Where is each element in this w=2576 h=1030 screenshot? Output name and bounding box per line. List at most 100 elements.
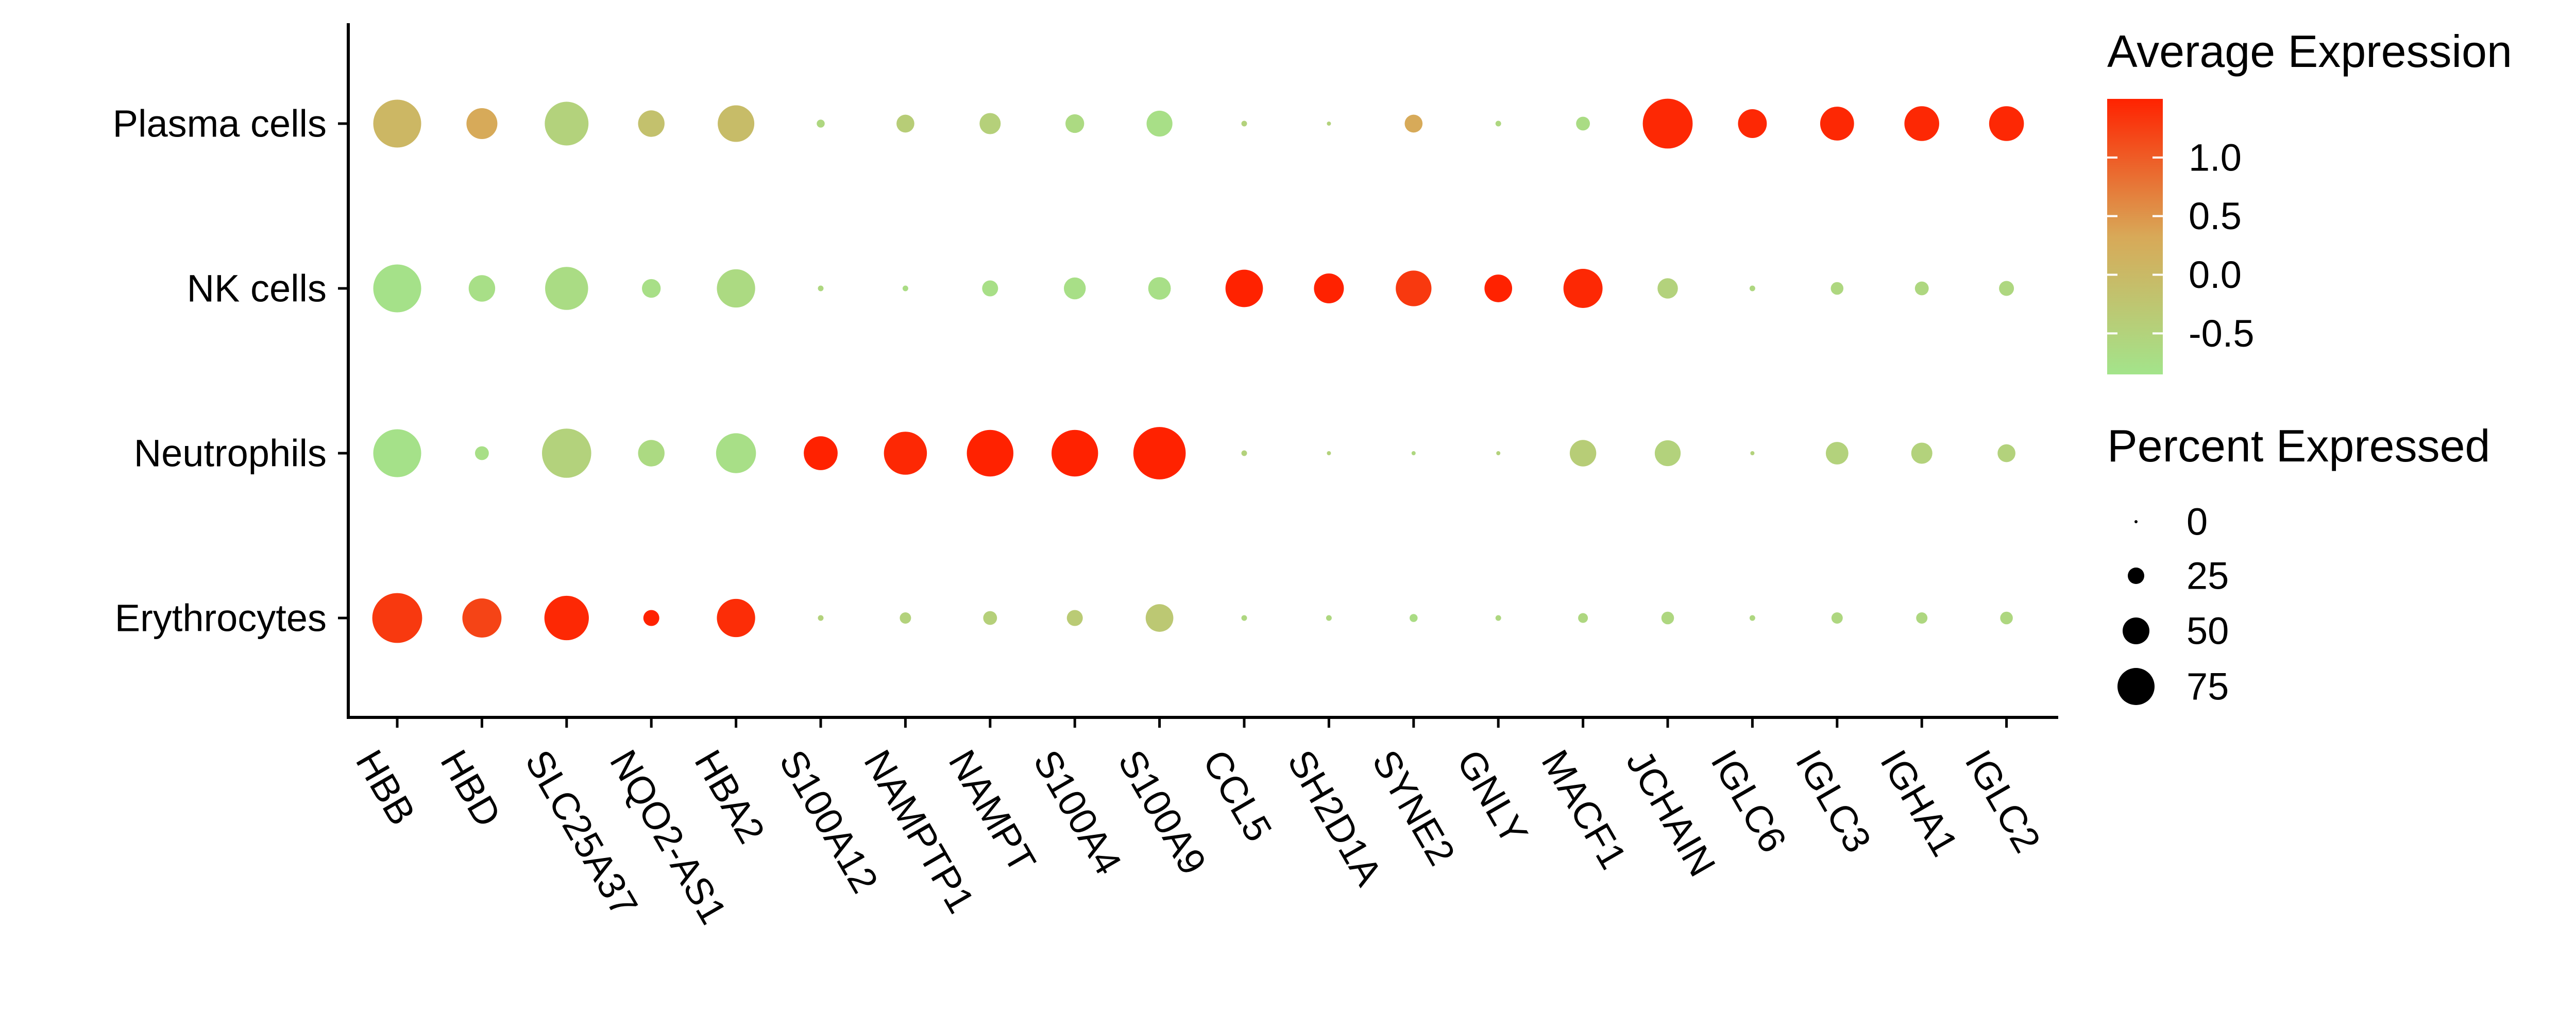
- dot-erythrocytes-iglc3: [1831, 612, 1843, 624]
- dot-plasma-cells-slc25a37: [545, 101, 589, 146]
- dot-neutrophils-hbd: [474, 446, 489, 460]
- size-legend-label: 0: [2187, 501, 2208, 543]
- dot-nk-cells-hbd: [468, 275, 496, 302]
- dot-plasma-cells-namptp1: [896, 114, 914, 133]
- dot-plasma-cells-iglc2: [1989, 106, 2024, 141]
- dot-neutrophils-s100a9: [1133, 427, 1186, 479]
- y-axis-ticks: Plasma cells NK cells Neutrophils Erythrocy…: [113, 102, 348, 640]
- dot-nk-cells-nqo2-as1: [642, 279, 661, 298]
- dot-plasma-cells-iglc3: [1820, 107, 1854, 141]
- dot-plasma-cells-nampt: [979, 113, 1001, 134]
- dot-erythrocytes-syne2: [1410, 614, 1418, 622]
- dot-erythrocytes-slc25a37: [544, 595, 589, 641]
- dot-erythrocytes-igha1: [1916, 612, 1928, 624]
- dot-plasma-cells-hbd: [466, 108, 498, 140]
- size-legend-dot: [2117, 668, 2155, 705]
- size-legend: Percent Expressed 0 25 50 75: [2107, 420, 2490, 708]
- x-tick-label-ccl5: CCL5: [1195, 743, 1280, 848]
- dot-nk-cells-s100a4: [1063, 277, 1086, 300]
- dot-nk-cells-jchain: [1657, 278, 1678, 299]
- dot-erythrocytes-sh2d1a: [1326, 615, 1332, 621]
- x-tick-label-hba2: HBA2: [686, 743, 773, 850]
- dot-plasma-cells-igha1: [1904, 106, 1939, 141]
- dot-erythrocytes-hbd: [462, 598, 502, 638]
- dot-neutrophils-macf1: [1569, 440, 1597, 467]
- dot-erythrocytes-hbb: [372, 593, 422, 643]
- dot-plasma-cells-sh2d1a: [1327, 122, 1331, 126]
- dot-nk-cells-slc25a37: [545, 267, 588, 310]
- size-legend-items: 0 25 50 75: [2117, 501, 2229, 708]
- x-tick-label-iglc6: IGLC6: [1703, 743, 1795, 860]
- dot-nk-cells-iglc3: [1831, 282, 1844, 295]
- dot-plasma-cells-nqo2-as1: [638, 110, 665, 137]
- dot-neutrophils-sh2d1a: [1327, 451, 1331, 455]
- dot-nk-cells-syne2: [1396, 270, 1432, 306]
- dot-plasma-cells-jchain: [1642, 98, 1693, 149]
- dot-neutrophils-hbb: [373, 429, 421, 477]
- dot-nk-cells-nampt: [982, 280, 998, 297]
- dot-neutrophils-syne2: [1411, 451, 1416, 455]
- dot-nk-cells-macf1: [1563, 269, 1603, 308]
- dot-nk-cells-iglc6: [1749, 285, 1755, 291]
- color-legend-ticks: 1.0 0.5 0.0 -0.5: [2107, 136, 2255, 355]
- dot-nk-cells-hbb: [373, 264, 421, 313]
- dot-neutrophils-slc25a37: [542, 428, 591, 478]
- color-bar: [2107, 99, 2163, 374]
- dot-nk-cells-s100a12: [818, 285, 824, 291]
- dot-erythrocytes-hba2: [717, 598, 755, 638]
- size-legend-dot: [2128, 568, 2144, 584]
- x-tick-label-iglc2: IGLC2: [1957, 743, 2049, 860]
- color-tick-label: 0.5: [2189, 195, 2242, 237]
- dot-plasma-cells-hba2: [718, 105, 755, 142]
- color-legend: Average Expression 1.0 0.5 0.0 -0.5: [2107, 26, 2512, 374]
- color-tick-label: -0.5: [2189, 312, 2255, 355]
- dot-erythrocytes-nqo2-as1: [643, 610, 659, 626]
- dot-nk-cells-igha1: [1914, 281, 1929, 296]
- dot-neutrophils-gnly: [1496, 451, 1501, 455]
- size-legend-label: 50: [2187, 610, 2229, 653]
- dot-plasma-cells-syne2: [1404, 114, 1423, 133]
- dot-nk-cells-namptp1: [902, 285, 908, 291]
- y-tick-label-neutrophils: Neutrophils: [134, 432, 327, 475]
- dot-neutrophils-jchain: [1654, 440, 1681, 467]
- dot-nk-cells-s100a9: [1148, 277, 1171, 300]
- x-tick-label-gnly: GNLY: [1449, 743, 1536, 851]
- color-tick-label: 0.0: [2189, 253, 2242, 296]
- x-tick-label-igha1: IGHA1: [1872, 743, 1967, 863]
- dot-erythrocytes-s100a4: [1066, 610, 1083, 626]
- color-tick-label: 1.0: [2189, 136, 2242, 179]
- size-legend-title: Percent Expressed: [2107, 420, 2490, 471]
- dot-plasma-cells-ccl5: [1241, 121, 1247, 127]
- dot-nk-cells-hba2: [717, 269, 755, 308]
- dot-plasma-cells-iglc6: [1738, 109, 1767, 138]
- size-legend-label: 75: [2187, 665, 2229, 708]
- dot-erythrocytes-macf1: [1578, 613, 1588, 623]
- dot-plasma-cells-gnly: [1495, 121, 1501, 127]
- x-tick-label-hbd: HBD: [432, 743, 510, 834]
- dot-neutrophils-igha1: [1911, 442, 1933, 464]
- dot-nk-cells-sh2d1a: [1314, 273, 1344, 304]
- dot-neutrophils-iglc3: [1825, 442, 1849, 465]
- y-tick-label-erythrocytes: Erythrocytes: [115, 597, 327, 640]
- x-tick-label-hbb: HBB: [348, 743, 424, 832]
- dot-erythrocytes-s100a12: [818, 615, 824, 621]
- dot-plasma-cells-s100a12: [817, 119, 825, 128]
- dot-erythrocytes-iglc6: [1749, 615, 1755, 621]
- dot-erythrocytes-jchain: [1661, 611, 1674, 625]
- size-legend-dot: [2134, 520, 2138, 523]
- y-tick-label-nk-cells: NK cells: [187, 267, 327, 310]
- dot-neutrophils-iglc6: [1750, 451, 1755, 455]
- dot-plasma-cells-macf1: [1576, 116, 1590, 131]
- dot-neutrophils-nqo2-as1: [638, 440, 665, 467]
- dot-nk-cells-gnly: [1484, 274, 1513, 302]
- dot-neutrophils-s100a12: [804, 436, 838, 470]
- dot-plasma-cells-s100a9: [1146, 110, 1173, 137]
- x-axis-ticks: HBB HBD SLC25A37NQO2-AS1HBA2S100A12NAMPTP1…: [348, 717, 2049, 931]
- dot-erythrocytes-namptp1: [900, 612, 911, 624]
- x-tick-label-iglc3: IGLC3: [1788, 743, 1880, 860]
- y-tick-label-plasma-cells: Plasma cells: [113, 102, 327, 145]
- dot-neutrophils-ccl5: [1241, 450, 1247, 456]
- dot-erythrocytes-nampt: [983, 611, 997, 625]
- dot-nk-cells-ccl5: [1225, 269, 1263, 307]
